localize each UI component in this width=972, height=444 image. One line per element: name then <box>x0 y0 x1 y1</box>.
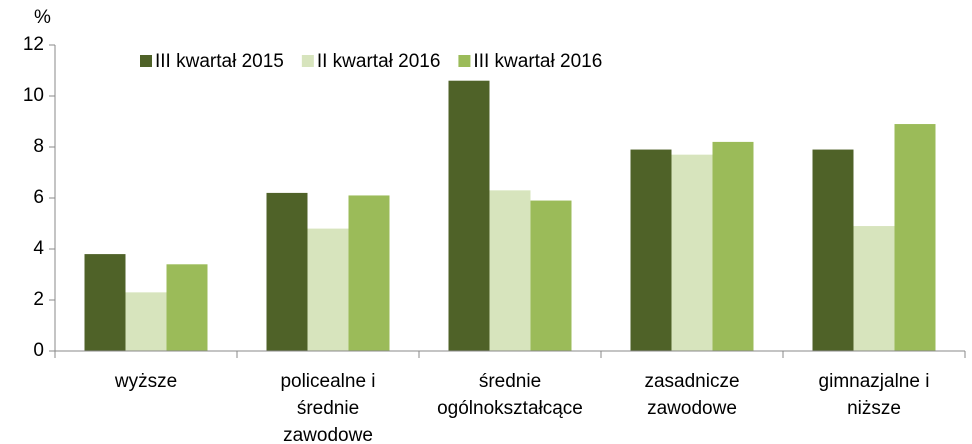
legend-swatch <box>301 55 314 67</box>
x-tick-label: policealne i średnie zawodowe <box>280 371 375 444</box>
y-axis-label: % <box>34 7 51 28</box>
legend-swatch <box>140 55 152 67</box>
x-tick-label: gimnazjalne i niższe <box>819 371 930 419</box>
bar <box>489 190 531 351</box>
y-tick-label: 8 <box>33 136 44 157</box>
bar <box>166 264 208 351</box>
bar <box>530 200 572 351</box>
bar <box>712 141 754 351</box>
legend-label: III kwartał 2016 <box>473 51 602 72</box>
bar <box>307 228 349 351</box>
x-tick-label: średnie ogólnokształcące <box>437 371 583 419</box>
bar <box>448 80 490 351</box>
bar <box>348 195 390 351</box>
bar <box>266 192 308 351</box>
x-tick-label: zasadnicze zawodowe <box>644 371 739 419</box>
legend-label: III kwartał 2015 <box>155 51 284 72</box>
bar <box>84 254 126 351</box>
bar <box>671 154 713 351</box>
bar <box>894 124 936 351</box>
y-tick-label: 2 <box>33 289 44 310</box>
y-tick-label: 4 <box>33 238 44 259</box>
y-tick-label: 10 <box>23 85 44 106</box>
legend-swatch <box>458 55 471 67</box>
legend-label: II kwartał 2016 <box>317 51 441 72</box>
bar <box>853 226 895 351</box>
bar <box>812 149 854 351</box>
y-tick-label: 0 <box>33 340 44 361</box>
bar <box>125 292 167 351</box>
y-tick-label: 6 <box>33 187 44 208</box>
x-tick-label: wyższe <box>114 371 177 392</box>
bar <box>630 149 672 351</box>
y-tick-label: 12 <box>23 34 44 55</box>
